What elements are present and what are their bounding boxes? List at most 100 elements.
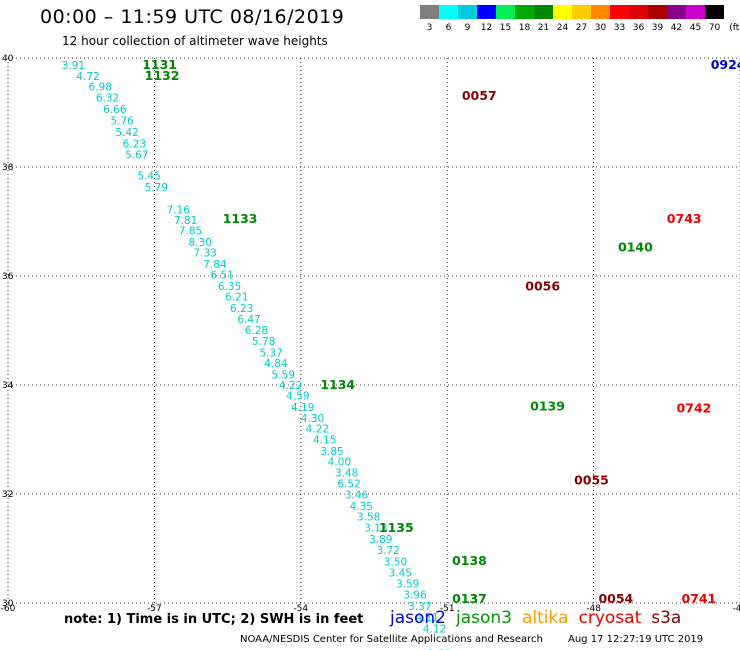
wave-height-value: 7.33 bbox=[193, 247, 216, 259]
wave-height-value: 3.45 bbox=[389, 567, 412, 579]
wave-height-value: 4.59 bbox=[286, 391, 309, 403]
scale-label: 15 bbox=[499, 23, 512, 33]
lat-tick-label: 32 bbox=[2, 490, 13, 500]
wave-height-value: 6.23 bbox=[123, 138, 146, 150]
lat-tick-label: 40 bbox=[2, 54, 14, 64]
pass-label: 0137 bbox=[452, 591, 487, 606]
wave-height-value: 6.47 bbox=[237, 314, 260, 326]
lat-tick-label: 38 bbox=[2, 163, 14, 173]
lon-tick-label: -60 bbox=[1, 604, 16, 614]
wave-height-value: 5.67 bbox=[125, 149, 148, 161]
pass-label: 1134 bbox=[320, 377, 355, 392]
generated-timestamp: Aug 17 12:27:19 UTC 2019 bbox=[568, 634, 704, 645]
scale-swatch bbox=[648, 5, 667, 19]
satellite-legend-item: s3a bbox=[651, 608, 682, 628]
page-subtitle: 12 hour collection of altimeter wave hei… bbox=[62, 34, 328, 48]
wave-height-value: 3.96 bbox=[403, 590, 427, 602]
wave-height-value: 3.46 bbox=[345, 489, 369, 501]
lat-tick-label: 34 bbox=[2, 381, 14, 391]
scale-label: 45 bbox=[689, 23, 702, 33]
wave-height-value: 3.89 bbox=[369, 534, 392, 546]
pass-label: 0742 bbox=[677, 400, 712, 415]
wave-height-value: 3.81 bbox=[428, 649, 451, 650]
pass-label: 0054 bbox=[598, 591, 633, 606]
page-title: 00:00 – 11:59 UTC 08/16/2019 bbox=[40, 6, 345, 28]
scale-swatch bbox=[439, 5, 458, 19]
scale-swatch bbox=[515, 5, 534, 19]
wave-height-value: 4.19 bbox=[291, 402, 314, 414]
scale-label: 18 bbox=[518, 23, 531, 33]
scale-label: 27 bbox=[575, 23, 588, 33]
wave-height-value: 6.52 bbox=[337, 478, 360, 490]
pass-label: 1132 bbox=[145, 68, 180, 83]
scale-swatch bbox=[477, 5, 496, 19]
scale-label: 9 bbox=[464, 23, 471, 33]
wave-height-value: 3.72 bbox=[376, 545, 399, 557]
wave-height-value: 8.30 bbox=[189, 237, 212, 249]
wave-height-value: 7.84 bbox=[203, 259, 227, 271]
scale-label: 42 bbox=[670, 23, 683, 33]
pass-label: 0056 bbox=[525, 279, 560, 294]
scale-swatch bbox=[572, 5, 591, 19]
scale-swatch bbox=[629, 5, 648, 19]
pass-label: 0139 bbox=[530, 399, 565, 414]
lon-tick-label: -57 bbox=[147, 604, 162, 614]
wave-height-value: 3.91 bbox=[62, 60, 85, 72]
scale-label: 36 bbox=[632, 23, 645, 33]
scale-swatch bbox=[591, 5, 610, 19]
pass-label: 1135 bbox=[379, 520, 414, 535]
lon-tick-label: -54 bbox=[293, 604, 308, 614]
wave-height-value: 3.13 bbox=[364, 523, 387, 535]
scale-swatch bbox=[610, 5, 629, 19]
wave-height-value: 4.35 bbox=[350, 501, 373, 513]
scale-label: 12 bbox=[480, 23, 493, 33]
scale-swatch bbox=[667, 5, 686, 19]
wave-height-value: 6.32 bbox=[96, 93, 119, 105]
wave-height-value: 5.76 bbox=[110, 115, 134, 127]
wave-height-value: 7.85 bbox=[179, 226, 202, 238]
scale-label: 24 bbox=[556, 23, 569, 33]
wave-height-value: 4.00 bbox=[328, 457, 351, 469]
wave-height-value: 4.12 bbox=[423, 623, 446, 635]
lat-tick-label: 36 bbox=[2, 272, 14, 282]
wave-height-value: 4.22 bbox=[279, 380, 302, 392]
wave-height-value: 6.35 bbox=[218, 281, 241, 293]
scale-swatch bbox=[496, 5, 515, 19]
pass-label: 0057 bbox=[462, 88, 497, 103]
scale-swatch bbox=[534, 5, 553, 19]
wave-height-value: 6.28 bbox=[245, 325, 268, 337]
pass-label: 0743 bbox=[667, 211, 702, 226]
scale-label: 30 bbox=[594, 23, 607, 33]
scale-label: 21 bbox=[537, 23, 550, 33]
wave-height-value: 4.11 bbox=[415, 612, 438, 624]
lon-tick-label: -48 bbox=[586, 604, 601, 614]
wave-height-value: 5.45 bbox=[137, 171, 160, 183]
wave-height-value: 5.78 bbox=[252, 336, 275, 348]
wave-height-value: 4.22 bbox=[306, 423, 329, 435]
wave-height-value: 7.16 bbox=[167, 204, 191, 216]
scale-swatch bbox=[420, 5, 439, 19]
satellite-legend-item: jason2 bbox=[390, 608, 446, 628]
pass-label: 0055 bbox=[574, 473, 609, 488]
wave-height-value: 6.21 bbox=[225, 292, 248, 304]
wave-height-value: 6.98 bbox=[89, 82, 112, 94]
scale-label: 33 bbox=[613, 23, 626, 33]
satellite-legend-item: altika bbox=[522, 608, 569, 628]
lon-tick-label: -45 bbox=[733, 604, 740, 614]
pass-label: 0924 bbox=[711, 57, 740, 72]
scale-swatch bbox=[686, 5, 705, 19]
pass-label: 1131 bbox=[142, 57, 177, 72]
wave-height-value: 4.84 bbox=[264, 358, 288, 370]
wave-height-value: 6.66 bbox=[103, 104, 127, 116]
scale-label: 6 bbox=[445, 23, 452, 33]
wave-height-value: 6.23 bbox=[230, 303, 253, 315]
wave-height-value: 4.72 bbox=[76, 71, 99, 83]
wave-height-value: 3.85 bbox=[320, 446, 343, 458]
pass-label: 0138 bbox=[452, 553, 487, 568]
wave-height-value: 3.48 bbox=[335, 468, 358, 480]
wave-height-value: 5.59 bbox=[272, 369, 295, 381]
wave-height-value: 4.15 bbox=[313, 434, 336, 446]
scale-swatch bbox=[458, 5, 477, 19]
scale-label: 70 bbox=[708, 23, 721, 33]
wave-height-value: 3.58 bbox=[357, 512, 380, 524]
